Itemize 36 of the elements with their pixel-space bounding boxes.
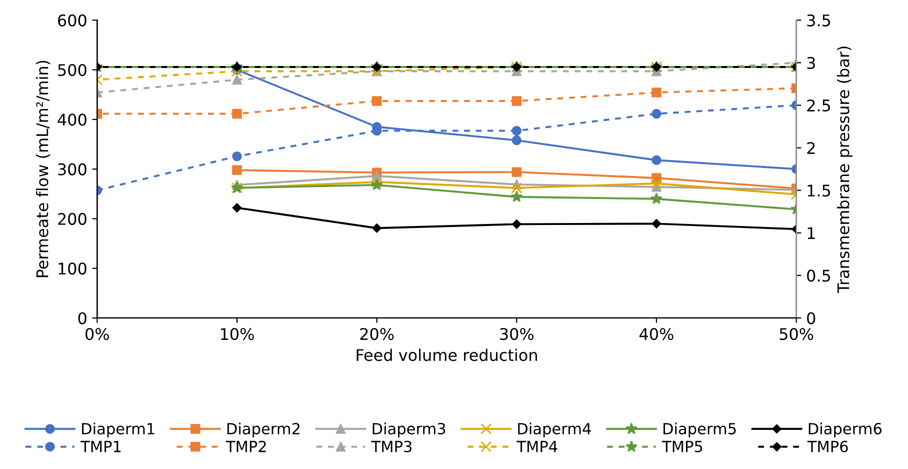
legend-label: TMP6	[807, 440, 848, 452]
y2-tick-label: 3.5	[807, 14, 830, 26]
x-tick-label: 30%	[500, 328, 534, 340]
x-axis-title: Feed volume reduction	[356, 348, 537, 362]
legend-label: TMP3	[371, 440, 412, 452]
y2-tick-label: 1	[808, 227, 815, 239]
legend-label: TMP2	[226, 440, 266, 452]
legend-label: Diaperm2	[227, 422, 300, 438]
legend-label: Diaperm5	[664, 422, 736, 438]
y2-tick-label: 3	[807, 56, 815, 70]
y-tick-label: 600	[58, 14, 86, 26]
y2-tick-label: 1.5	[808, 184, 830, 197]
legend-label: TMP5	[662, 440, 702, 452]
x-tick-label: 10%	[220, 328, 254, 340]
y2-tick-label: 2	[807, 142, 815, 154]
y2-axis-title: Transmembrane pressure (bar)	[836, 46, 852, 293]
y2-tick-label: 0	[807, 312, 816, 324]
x-tick-label: 0%	[86, 328, 109, 340]
y-tick-label: 0	[78, 312, 86, 324]
legend-label: Diaperm4	[518, 422, 591, 438]
y-tick-label: 500	[58, 64, 86, 76]
legend-label: Diaperm3	[372, 422, 446, 438]
y-tick-label: 100	[58, 262, 86, 275]
x-tick-label: 50%	[780, 328, 814, 340]
x-tick-label: 40%	[640, 328, 674, 340]
legend-label: Diaperm1	[82, 422, 154, 438]
y-axis-title: Permeate flow (mL/m²/min)	[36, 60, 50, 278]
legend-label: TMP1	[80, 440, 121, 452]
x-tick-label: 20%	[360, 328, 394, 340]
y-tick-label: 300	[58, 163, 86, 176]
y-tick-label: 400	[58, 114, 86, 126]
y2-tick-label: 0.5	[807, 270, 830, 282]
legend-label: Diaperm6	[808, 422, 882, 438]
y-tick-label: 200	[58, 212, 86, 226]
legend-label: TMP4	[516, 440, 558, 452]
y2-tick-label: 2.5	[807, 99, 830, 112]
